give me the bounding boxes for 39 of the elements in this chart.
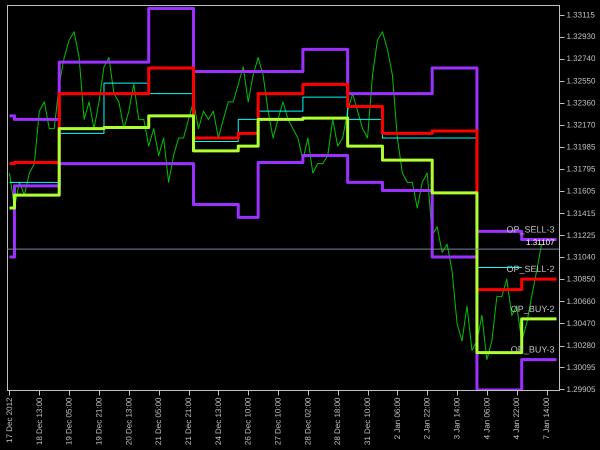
- y-tick-label: 1.32170: [566, 120, 596, 130]
- y-tick-label: 1.32360: [566, 98, 596, 108]
- y-tick-label: 1.31605: [566, 186, 596, 196]
- x-tick-label: 31 Dec 10:00: [363, 396, 372, 446]
- x-tick-label: 24 Dec 13:00: [214, 396, 223, 446]
- annotation: OP_SELL-3: [506, 224, 555, 234]
- x-tick-label: 26 Dec 10:00: [244, 396, 253, 446]
- x-tick-label: 18 Dec 13:00: [34, 396, 44, 446]
- y-tick-label: 1.30660: [566, 296, 596, 306]
- x-tick-label: 17 Dec 2012: [4, 396, 14, 443]
- y-tick-label: 1.30850: [566, 274, 596, 284]
- y-tick-label: 1.30470: [566, 319, 596, 328]
- x-tick-label: 28 Dec 18:00: [333, 396, 342, 446]
- x-tick-label: 2 Jan 22:00: [422, 396, 432, 440]
- y-tick-label: 1.32930: [566, 32, 596, 41]
- x-tick-label: 19 Dec 21:00: [94, 396, 104, 446]
- x-tick-label: 20 Dec 13:00: [124, 396, 134, 446]
- ref-line-label: 1.31107: [526, 238, 556, 248]
- x-tick-label: 21 Dec 21:00: [184, 396, 194, 446]
- y-tick-label: 1.30095: [566, 362, 596, 372]
- x-tick-label: 3 Jan 14:00: [452, 396, 462, 440]
- y-tick-label: 1.31225: [566, 230, 596, 240]
- x-tick-label: 21 Dec 05:00: [154, 396, 164, 446]
- x-tick-label: 2 Jan 06:00: [392, 396, 402, 440]
- y-tick-label: 1.32550: [566, 76, 596, 86]
- x-tick-label: 7 Jan 14:00: [542, 396, 552, 440]
- y-tick-label: 1.29905: [566, 384, 596, 394]
- x-tick-label: 4 Jan 06:00: [482, 396, 492, 440]
- x-tick-label: 27 Dec 10:00: [274, 396, 283, 446]
- y-tick-label: 1.33115: [566, 10, 596, 20]
- x-tick-label: 19 Dec 05:00: [64, 396, 74, 446]
- y-tick-label: 1.32740: [566, 54, 596, 64]
- x-tick-label: 28 Dec 02:00: [303, 396, 312, 446]
- y-tick-label: 1.31040: [566, 252, 596, 262]
- y-tick-label: 1.31795: [566, 164, 596, 174]
- y-tick-label: 1.31985: [566, 142, 596, 152]
- x-tick-label: 4 Jan 22:00: [512, 396, 522, 440]
- y-tick-label: 1.30280: [566, 341, 596, 350]
- y-tick-label: 1.31415: [566, 208, 596, 218]
